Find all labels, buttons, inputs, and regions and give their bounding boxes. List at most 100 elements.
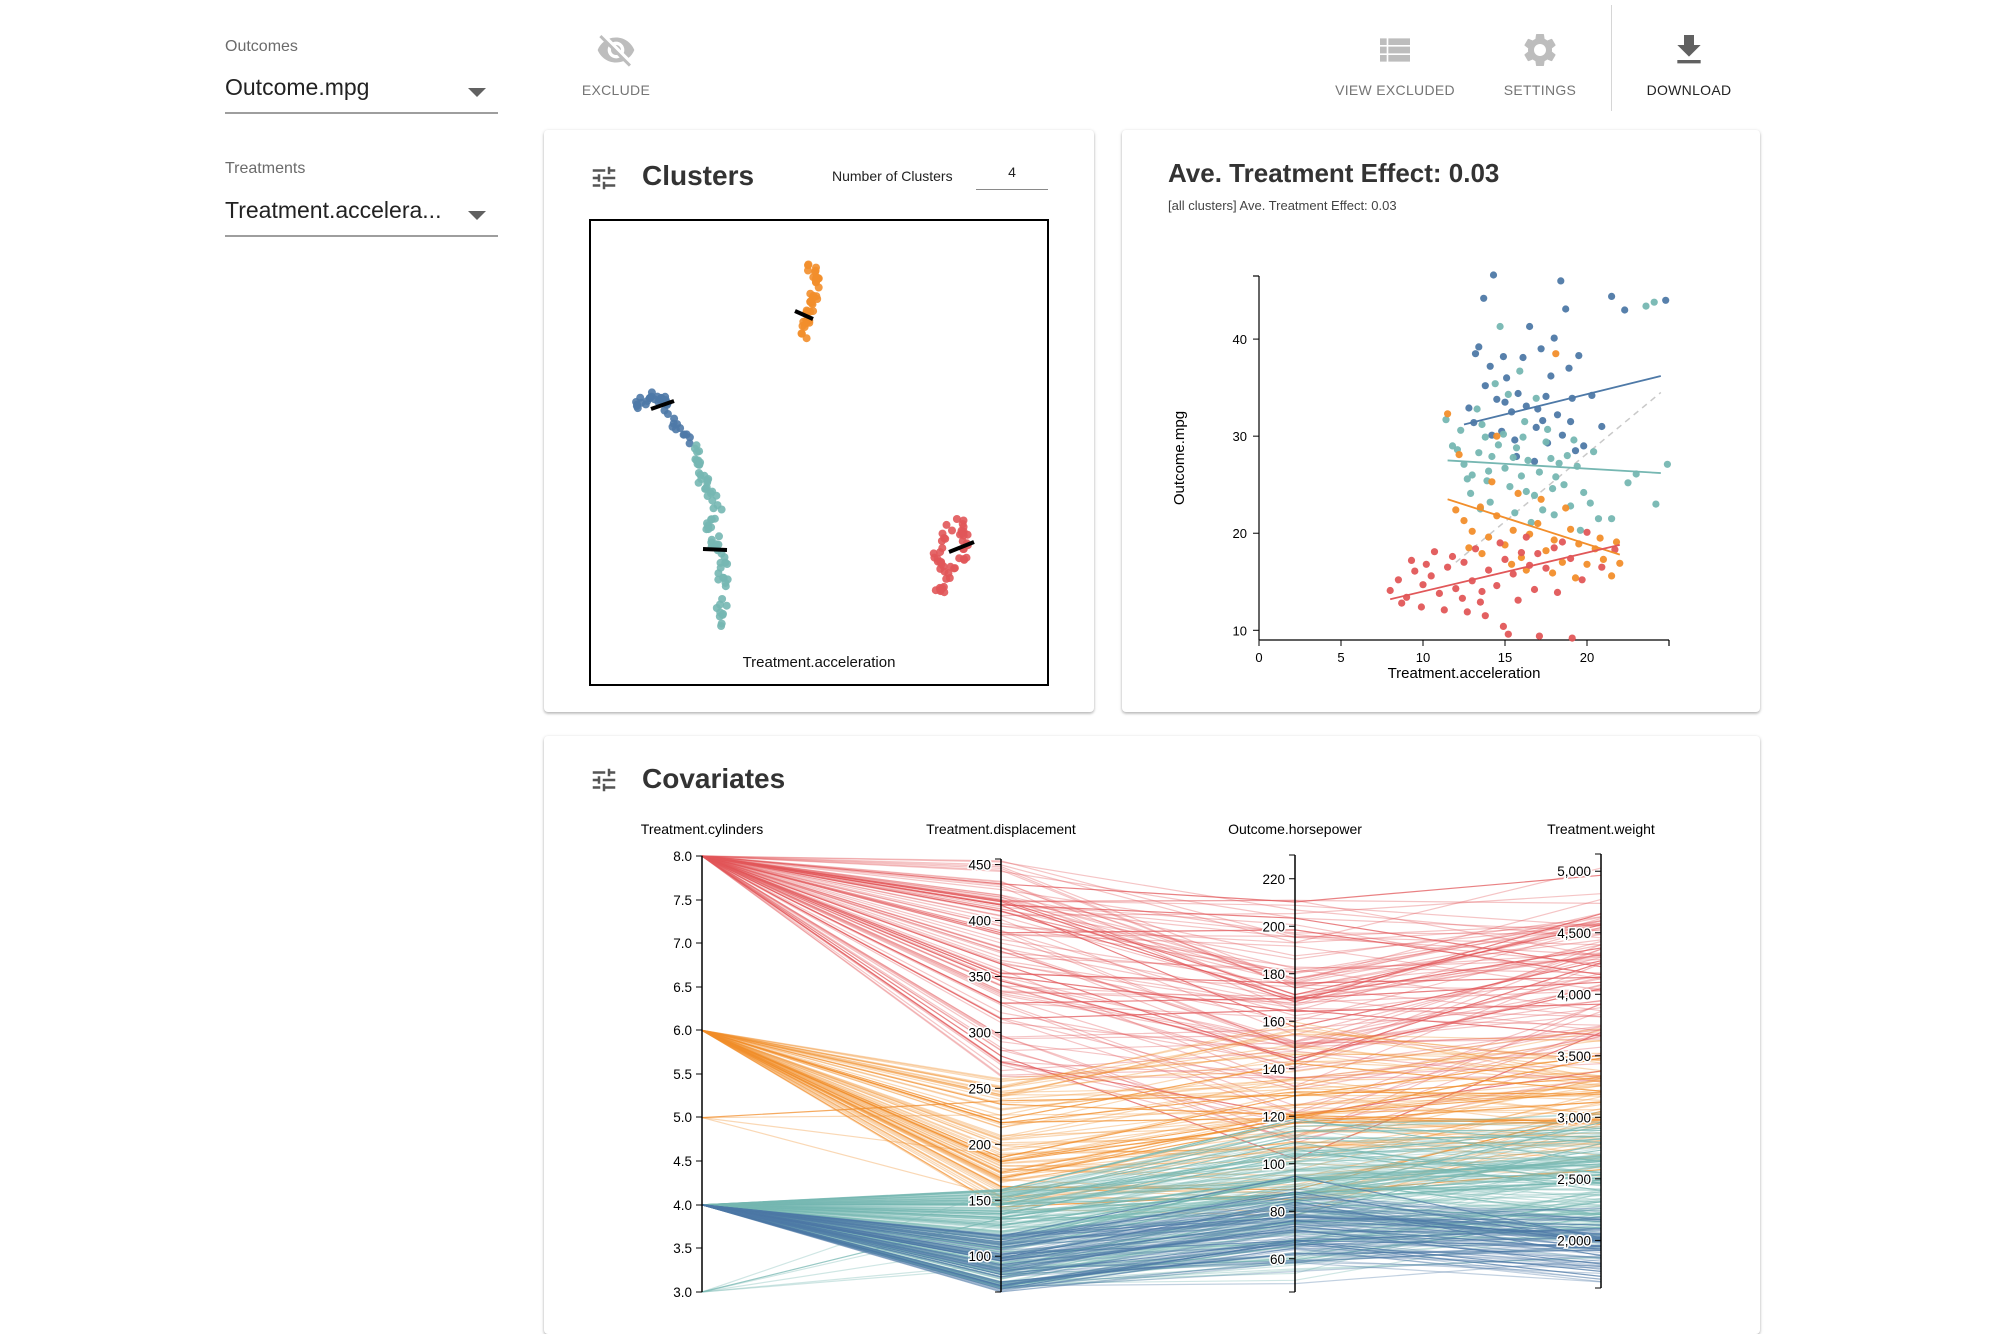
- teal-point: [1463, 475, 1471, 483]
- pc-tick-label: 150: [968, 1193, 991, 1208]
- blue-point: [1537, 345, 1545, 353]
- num-clusters-label: Number of Clusters: [832, 168, 953, 184]
- teal-point: [1547, 454, 1555, 463]
- red-point: [1407, 556, 1416, 564]
- red-polyline: [701, 855, 1602, 1144]
- blue-point: [1553, 411, 1562, 419]
- orange-polyline: [701, 1028, 1602, 1097]
- red-cluster-dot: [946, 562, 955, 571]
- red-polyline: [701, 855, 1602, 1091]
- download-button[interactable]: DOWNLOAD: [1634, 30, 1744, 98]
- teal-polyline: [701, 1125, 1602, 1209]
- red-point: [1493, 582, 1501, 590]
- blue-polyline: [701, 1204, 1602, 1254]
- red-polyline: [701, 855, 1602, 1137]
- x-axis-label: Treatment.acceleration: [1388, 665, 1541, 682]
- download-label: DOWNLOAD: [1646, 82, 1732, 98]
- y-tick-label: 10: [1233, 623, 1247, 638]
- red-polyline: [701, 855, 1602, 1048]
- blue-polyline: [701, 1204, 1602, 1245]
- blue-polyline: [701, 1204, 1602, 1278]
- num-clusters-input[interactable]: 4: [976, 164, 1048, 190]
- teal-polyline: [701, 1204, 1602, 1245]
- teal-point: [1586, 499, 1594, 507]
- blue-cluster-dot: [661, 392, 670, 401]
- red-polyline: [701, 855, 1602, 957]
- red-polyline: [701, 855, 1602, 984]
- orange-polyline: [701, 1029, 1602, 1161]
- teal-polyline: [701, 1155, 1602, 1206]
- orange-polyline: [701, 1029, 1602, 1192]
- red-point: [1463, 608, 1471, 616]
- teal-cluster-dot: [715, 532, 723, 541]
- red-point: [1550, 544, 1558, 552]
- outcome-select[interactable]: Outcome.mpg: [225, 74, 498, 114]
- teal-point: [1608, 515, 1616, 523]
- blue-polyline: [701, 1204, 1602, 1292]
- tune-icon[interactable]: [589, 765, 619, 795]
- teal-point: [1519, 433, 1527, 441]
- teal-point: [1460, 460, 1468, 468]
- blue-point: [1562, 305, 1570, 313]
- teal-polyline: [701, 1204, 1602, 1264]
- red-polyline: [701, 855, 1602, 1017]
- orange-polyline: [701, 1029, 1602, 1096]
- red-polyline: [701, 855, 1602, 944]
- settings-button[interactable]: SETTINGS: [1490, 30, 1590, 98]
- treatment-select[interactable]: Treatment.accelera...: [225, 197, 498, 237]
- teal-polyline: [701, 1121, 1602, 1206]
- red-cluster-dot: [938, 544, 947, 553]
- teal-point: [1506, 483, 1514, 491]
- red-polyline: [701, 855, 1602, 1032]
- teal-point: [1530, 491, 1539, 499]
- pc-tick-label: 3.0: [673, 1285, 692, 1300]
- red-point: [1501, 555, 1509, 563]
- red-polyline: [701, 855, 1602, 1072]
- covariates-card: Covariates Treatment.cylinders 8.0 7.5 7.0 6…: [544, 736, 1760, 1334]
- red-polyline: [701, 855, 1602, 1061]
- orange-point: [1478, 550, 1486, 558]
- orange-point: [1488, 478, 1496, 486]
- pc-tick-label: 300: [968, 1025, 991, 1040]
- red-point: [1419, 581, 1427, 589]
- red-point: [1478, 587, 1486, 596]
- red-polyline: [701, 855, 1602, 1043]
- pc-tick-label: 6.0: [673, 1023, 692, 1038]
- blue-point: [1519, 353, 1527, 362]
- orange-polyline: [701, 1029, 1602, 1208]
- tune-icon[interactable]: [589, 163, 619, 193]
- red-cluster-dot: [959, 555, 968, 563]
- orange-point: [1616, 559, 1624, 567]
- blue-point: [1532, 423, 1540, 431]
- teal-polyline: [701, 1174, 1602, 1206]
- red-polyline: [701, 855, 1602, 903]
- red-point: [1430, 548, 1439, 556]
- red-polyline: [701, 855, 1602, 1076]
- teal-point: [1663, 460, 1671, 468]
- view-excluded-button[interactable]: VIEW EXCLUDED: [1320, 30, 1470, 98]
- blue-point: [1547, 372, 1555, 380]
- teal-polyline: [701, 1137, 1602, 1206]
- exclude-button[interactable]: EXCLUDE: [566, 30, 666, 98]
- teal-polyline: [701, 1204, 1602, 1285]
- teal-polyline: [701, 1204, 1602, 1289]
- red-point: [1485, 566, 1493, 574]
- pc-axis-title: Treatment.weight: [1547, 821, 1655, 837]
- red-polyline: [701, 855, 1602, 1022]
- orange-polyline: [701, 1029, 1602, 1124]
- orange-point: [1552, 350, 1560, 358]
- red-polyline: [701, 855, 1602, 960]
- blue-polyline: [701, 1204, 1602, 1276]
- red-point: [1458, 594, 1466, 602]
- blue-polyline: [701, 1196, 1602, 1244]
- blue-polyline: [701, 1204, 1602, 1248]
- red-polyline: [701, 855, 1602, 1140]
- teal-polyline: [701, 1187, 1602, 1241]
- teal-point: [1467, 489, 1475, 497]
- blue-point: [1499, 353, 1507, 361]
- orange-polyline: [701, 1029, 1602, 1126]
- pc-tick-label: 3.5: [673, 1241, 692, 1256]
- y-axis-label: Outcome.mpg: [1171, 411, 1188, 505]
- red-polyline: [701, 855, 1602, 999]
- teal-polyline: [701, 1118, 1602, 1206]
